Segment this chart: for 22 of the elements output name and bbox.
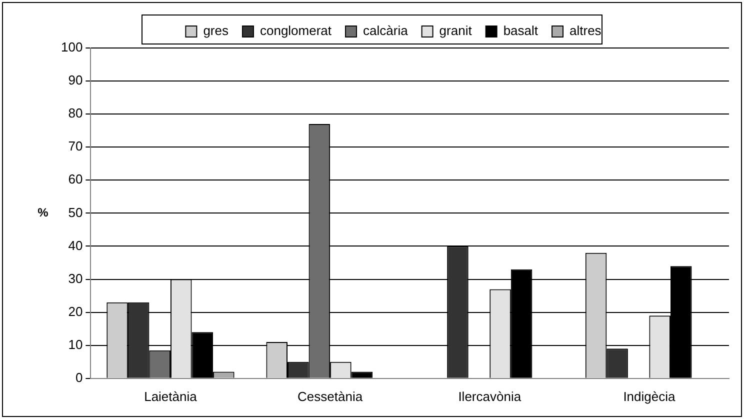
y-tick-label: 0 [75,370,83,385]
y-tick-label: 70 [68,138,83,154]
x-tick-label: Laietània [144,388,198,404]
legend-label: granit [439,23,472,38]
legend-label: altres [570,23,602,38]
x-tick-label: Cessetània [298,388,364,404]
y-tick-label: 100 [60,40,83,55]
y-tick-label: 60 [68,172,83,187]
y-tick-label: 50 [68,204,83,220]
y-tick-label: 10 [68,336,83,352]
y-tick-label: 20 [68,304,83,319]
y-axis-title: % [38,206,49,220]
x-tick-label: Indigècia [623,388,676,404]
legend-label: basalt [503,23,538,38]
y-tick-label: 40 [68,238,83,253]
legend-label: calcària [363,23,409,38]
legend-label: gres [203,23,229,38]
x-tick-label: Ilercavònia [458,388,522,404]
y-tick-label: 80 [68,106,83,121]
y-tick-label: 90 [68,72,83,88]
y-tick-label: 30 [68,270,83,286]
legend-label: conglomerat [260,23,332,38]
